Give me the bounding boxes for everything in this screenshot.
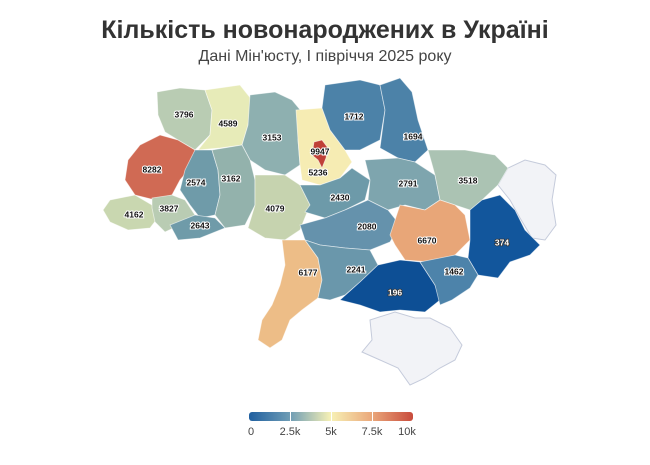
label-kharkiv: 3518 bbox=[459, 175, 478, 185]
region-vinnytsia[interactable] bbox=[247, 174, 311, 241]
label-chernivtsi: 2643 bbox=[191, 220, 210, 230]
legend-tick-2.5k: 2.5k bbox=[279, 426, 301, 438]
region-odesa[interactable] bbox=[257, 239, 323, 349]
region-kyiv-city[interactable] bbox=[311, 139, 329, 169]
region-sumy[interactable] bbox=[379, 77, 429, 163]
label-lviv: 8282 bbox=[143, 164, 162, 174]
region-dnipropetrovsk[interactable] bbox=[389, 199, 471, 263]
region-volyn[interactable] bbox=[156, 87, 213, 151]
region-zhytomyr[interactable] bbox=[241, 91, 303, 176]
label-sumy: 1694 bbox=[404, 131, 423, 141]
label-zhytomyr: 3153 bbox=[263, 132, 282, 142]
label-chernihiv: 1712 bbox=[345, 111, 364, 121]
label-kyiv-city: 9947 bbox=[311, 146, 330, 156]
label-odesa: 6177 bbox=[299, 267, 318, 277]
label-donetsk: 374 bbox=[495, 237, 509, 247]
label-zaporizhzhia: 1462 bbox=[445, 266, 464, 276]
label-mykolaiv: 2241 bbox=[347, 264, 366, 274]
label-kyiv-oblast: 5236 bbox=[309, 167, 328, 177]
label-dnipropetrovsk: 6670 bbox=[418, 235, 437, 245]
label-kherson: 196 bbox=[388, 287, 402, 297]
map-subtitle: Дані Мін'юсту, І півріччя 2025 року bbox=[198, 48, 452, 65]
region-zaporizhzhia[interactable] bbox=[419, 254, 479, 306]
label-rivne: 4589 bbox=[219, 118, 238, 128]
label-volyn: 3796 bbox=[175, 109, 194, 119]
legend-tick-10k: 10k bbox=[398, 426, 416, 438]
label-zakarpattia: 4162 bbox=[125, 209, 144, 219]
legend-tick-7.5k: 7.5k bbox=[361, 426, 383, 438]
label-poltava: 2791 bbox=[399, 178, 418, 188]
label-kirovohrad: 2080 bbox=[358, 221, 377, 231]
region-crimea[interactable] bbox=[361, 311, 463, 386]
color-scale-bar bbox=[249, 412, 413, 421]
region-zakarpattia[interactable] bbox=[102, 194, 161, 231]
region-luhansk[interactable] bbox=[497, 159, 557, 241]
label-cherkasy: 2430 bbox=[331, 192, 350, 202]
color-legend: 0 2.5k 5k 7.5k 10k bbox=[247, 412, 416, 442]
label-khmelnytskyi: 3162 bbox=[222, 173, 241, 183]
region-khmelnytskyi[interactable] bbox=[211, 144, 256, 229]
region-kherson[interactable] bbox=[339, 259, 441, 313]
legend-tick-0: 0 bbox=[247, 426, 255, 438]
label-ternopil: 2574 bbox=[187, 177, 206, 187]
region-chernivtsi[interactable] bbox=[169, 214, 226, 241]
region-chernihiv[interactable] bbox=[321, 79, 386, 151]
region-cherkasy[interactable] bbox=[299, 167, 371, 219]
legend-tick-5k: 5k bbox=[325, 426, 337, 438]
label-ivano-frankivsk: 3827 bbox=[160, 203, 179, 213]
map-title: Кількість новонароджених в Україні bbox=[101, 16, 549, 44]
label-vinnytsia: 4079 bbox=[266, 203, 285, 213]
